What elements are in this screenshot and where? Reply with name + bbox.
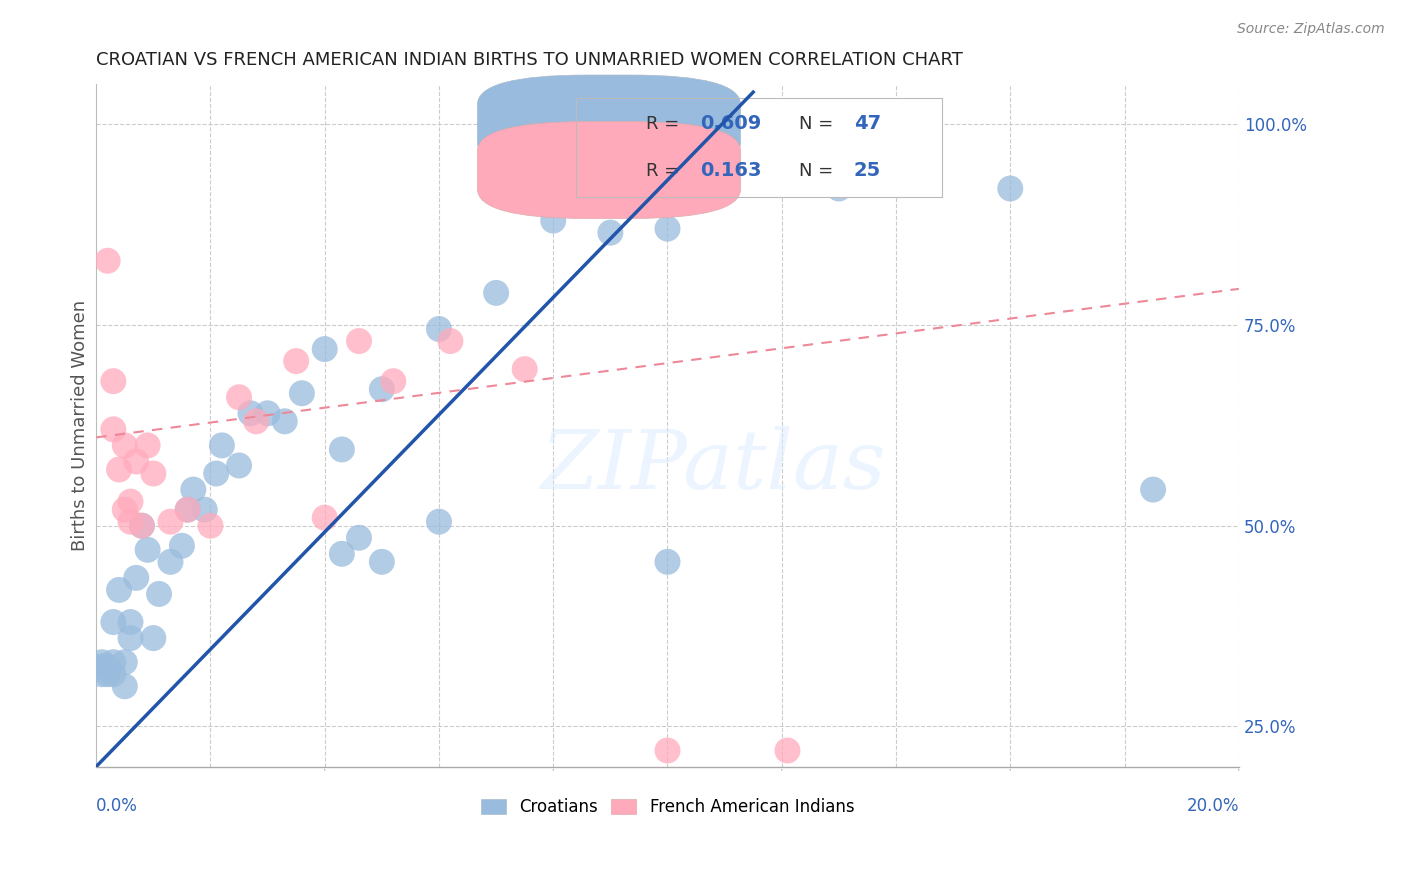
Croatians — [114, 679, 136, 693]
Croatians — [1142, 483, 1164, 497]
Text: CROATIAN VS FRENCH AMERICAN INDIAN BIRTHS TO UNMARRIED WOMEN CORRELATION CHART: CROATIAN VS FRENCH AMERICAN INDIAN BIRTH… — [96, 51, 963, 69]
French American Indians — [285, 354, 308, 368]
Text: Source: ZipAtlas.com: Source: ZipAtlas.com — [1237, 22, 1385, 37]
French American Indians — [97, 253, 120, 268]
Croatians — [239, 406, 262, 420]
Croatians — [97, 667, 120, 681]
Croatians — [136, 542, 159, 557]
Croatians — [170, 539, 193, 553]
Croatians — [194, 502, 217, 516]
French American Indians — [513, 362, 536, 376]
Text: 0.0%: 0.0% — [96, 797, 138, 815]
Croatians — [330, 442, 353, 457]
French American Indians — [347, 334, 370, 348]
Legend: Croatians, French American Indians: Croatians, French American Indians — [474, 792, 860, 823]
Croatians — [120, 631, 142, 645]
Croatians — [103, 615, 125, 629]
French American Indians — [776, 743, 799, 757]
Croatians — [120, 615, 142, 629]
French American Indians — [245, 414, 267, 428]
Croatians — [713, 165, 735, 179]
Croatians — [90, 667, 112, 681]
Croatians — [228, 458, 250, 473]
Croatians — [291, 386, 314, 401]
Croatians — [205, 467, 228, 481]
Croatians — [183, 483, 205, 497]
French American Indians — [114, 438, 136, 452]
French American Indians — [136, 438, 159, 452]
Croatians — [114, 655, 136, 669]
French American Indians — [125, 454, 148, 468]
French American Indians — [200, 518, 222, 533]
Croatians — [1000, 181, 1022, 195]
Croatians — [159, 555, 181, 569]
Croatians — [541, 213, 564, 227]
Croatians — [599, 226, 621, 240]
Croatians — [828, 181, 851, 195]
French American Indians — [131, 518, 153, 533]
French American Indians — [103, 422, 125, 436]
Croatians — [108, 582, 131, 597]
Croatians — [103, 667, 125, 681]
Croatians — [131, 518, 153, 533]
Croatians — [148, 587, 170, 601]
French American Indians — [120, 494, 142, 508]
Croatians — [125, 571, 148, 585]
French American Indians — [439, 334, 461, 348]
Text: ZIPatlas: ZIPatlas — [540, 426, 886, 507]
French American Indians — [176, 502, 198, 516]
Croatians — [211, 438, 233, 452]
Croatians — [657, 555, 679, 569]
Croatians — [176, 502, 198, 516]
Croatians — [97, 659, 120, 673]
French American Indians — [120, 515, 142, 529]
Y-axis label: Births to Unmarried Women: Births to Unmarried Women — [72, 300, 89, 551]
Croatians — [274, 414, 297, 428]
French American Indians — [103, 374, 125, 388]
Croatians — [427, 322, 450, 336]
Croatians — [142, 631, 165, 645]
French American Indians — [159, 515, 181, 529]
French American Indians — [108, 462, 131, 476]
Croatians — [485, 285, 508, 300]
Croatians — [427, 515, 450, 529]
French American Indians — [142, 467, 165, 481]
French American Indians — [114, 502, 136, 516]
Croatians — [314, 342, 336, 356]
French American Indians — [382, 374, 405, 388]
French American Indians — [657, 743, 679, 757]
Croatians — [103, 655, 125, 669]
Croatians — [90, 655, 112, 669]
Croatians — [657, 221, 679, 235]
Croatians — [90, 659, 112, 673]
Text: 20.0%: 20.0% — [1187, 797, 1239, 815]
Croatians — [371, 382, 394, 396]
Croatians — [256, 406, 278, 420]
Croatians — [371, 555, 394, 569]
French American Indians — [314, 510, 336, 524]
Croatians — [330, 547, 353, 561]
Croatians — [347, 531, 370, 545]
French American Indians — [228, 390, 250, 404]
